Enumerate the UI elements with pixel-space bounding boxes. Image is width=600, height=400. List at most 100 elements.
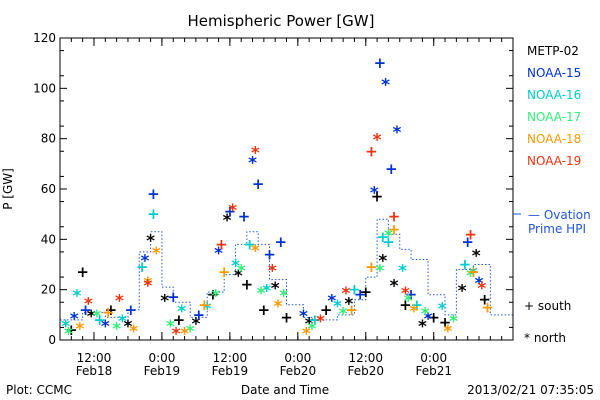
data-point: + bbox=[459, 256, 472, 274]
x-tick-label-time: 0:00 bbox=[148, 351, 175, 365]
data-point: * bbox=[251, 143, 260, 163]
data-point: + bbox=[461, 233, 474, 251]
data-point: * bbox=[166, 317, 175, 337]
legend-entry: NOAA-19 bbox=[527, 154, 581, 168]
data-point: * bbox=[101, 317, 110, 337]
data-point: * bbox=[384, 226, 393, 246]
data-point: * bbox=[398, 262, 407, 282]
data-point: + bbox=[102, 303, 115, 321]
data-point: * bbox=[469, 264, 478, 284]
data-point: * bbox=[381, 75, 390, 95]
data-point: * bbox=[146, 231, 155, 251]
data-point: + bbox=[374, 54, 387, 72]
data-point: + bbox=[345, 301, 358, 319]
data-point: + bbox=[224, 203, 237, 221]
data-point: + bbox=[348, 281, 361, 299]
data-point: + bbox=[478, 291, 491, 309]
legend-entry: NOAA-16 bbox=[527, 88, 581, 102]
data-point: * bbox=[401, 284, 410, 304]
data-point: + bbox=[385, 160, 398, 178]
data-point: * bbox=[124, 317, 133, 337]
x-tick-label-time: 0:00 bbox=[420, 351, 447, 365]
data-point: + bbox=[399, 296, 412, 314]
data-point: * bbox=[186, 322, 195, 342]
data-point: * bbox=[418, 317, 427, 337]
data-point: * bbox=[61, 317, 70, 337]
x-axis: 12:00Feb180:00Feb1912:00Feb190:00Feb2012… bbox=[59, 38, 514, 378]
data-point: * bbox=[308, 319, 317, 339]
x-tick-label-date: Feb21 bbox=[415, 364, 452, 378]
data-point: + bbox=[258, 301, 271, 319]
data-point: + bbox=[147, 205, 160, 223]
data-point: * bbox=[409, 302, 418, 322]
data-point: + bbox=[252, 175, 265, 193]
x-tick-label-time: 12:00 bbox=[348, 351, 383, 365]
data-point: + bbox=[467, 263, 480, 281]
data-point: + bbox=[192, 306, 205, 324]
legend-south: + south bbox=[524, 299, 571, 313]
data-point: * bbox=[271, 279, 280, 299]
data-point: + bbox=[481, 298, 494, 316]
data-point: * bbox=[64, 324, 73, 344]
data-point: * bbox=[466, 267, 475, 287]
data-point: + bbox=[238, 208, 251, 226]
data-point: * bbox=[344, 294, 353, 314]
legend-entry: NOAA-17 bbox=[527, 110, 581, 124]
data-point: * bbox=[248, 153, 257, 173]
data-point: + bbox=[218, 263, 231, 281]
data-point: + bbox=[365, 142, 378, 160]
data-point: + bbox=[93, 311, 106, 329]
y-tick-label: 100 bbox=[33, 81, 56, 95]
y-tick-label: 40 bbox=[41, 232, 56, 246]
data-point: * bbox=[438, 299, 447, 319]
data-point: * bbox=[172, 324, 181, 344]
y-tick-label: 80 bbox=[41, 132, 56, 146]
footer-right: 2013/02/21 07:35:05 bbox=[467, 383, 594, 397]
data-point: * bbox=[458, 282, 467, 302]
data-point: * bbox=[279, 287, 288, 307]
data-point: * bbox=[316, 312, 325, 332]
legend-entry: NOAA-15 bbox=[527, 66, 581, 80]
x-axis-label: Date and Time bbox=[241, 383, 329, 397]
data-point: + bbox=[320, 301, 333, 319]
data-point: * bbox=[234, 267, 243, 287]
data-point: + bbox=[382, 233, 395, 251]
data-point: * bbox=[152, 244, 161, 264]
data-point: * bbox=[333, 297, 342, 317]
y-tick-label: 120 bbox=[33, 31, 56, 45]
data-point: + bbox=[198, 296, 211, 314]
data-point: + bbox=[388, 220, 401, 238]
data-point: * bbox=[373, 131, 382, 151]
data-point: * bbox=[112, 319, 121, 339]
x-tick-label-date: Feb18 bbox=[76, 364, 113, 378]
data-point: * bbox=[475, 274, 484, 294]
legend-ovation-line1: — Ovation bbox=[528, 208, 591, 222]
data-point: + bbox=[263, 245, 276, 263]
x-tick-label-time: 0:00 bbox=[284, 351, 311, 365]
data-point: * bbox=[449, 312, 458, 332]
data-point: + bbox=[79, 301, 92, 319]
x-tick-label-time: 12:00 bbox=[213, 351, 248, 365]
data-point: + bbox=[359, 283, 372, 301]
ovation-step-path bbox=[60, 218, 513, 321]
data-point: * bbox=[477, 279, 486, 299]
data-point: * bbox=[342, 284, 351, 304]
data-point: * bbox=[191, 314, 200, 334]
data-point: * bbox=[180, 324, 189, 344]
data-point: * bbox=[339, 304, 348, 324]
data-point: * bbox=[177, 302, 186, 322]
data-point: + bbox=[405, 286, 418, 304]
data-point: * bbox=[392, 123, 401, 143]
data-point: * bbox=[472, 246, 481, 266]
data-point: * bbox=[424, 309, 433, 329]
data-point: * bbox=[237, 262, 246, 282]
data-point: + bbox=[464, 225, 477, 243]
data-point: + bbox=[173, 311, 186, 329]
data-markers: ++* +***+ *+**++*+ *+ *++**+* ++**+* +*+*+++*+… bbox=[61, 54, 494, 344]
data-point: + bbox=[105, 301, 118, 319]
data-point: + bbox=[124, 301, 137, 319]
data-point: + bbox=[147, 185, 160, 203]
data-point: + bbox=[388, 208, 401, 226]
data-point: + bbox=[354, 286, 367, 304]
